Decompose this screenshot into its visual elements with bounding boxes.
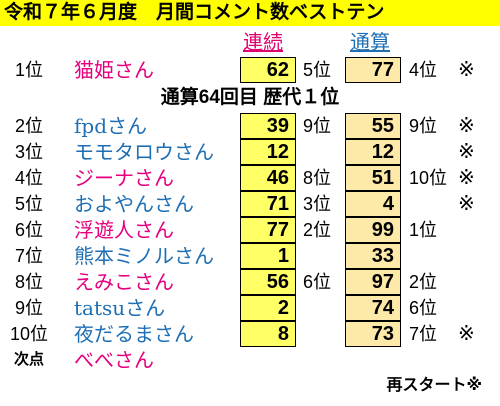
total-count: 97	[345, 269, 401, 295]
header-total: 通算	[350, 32, 390, 54]
table-row: 6位 浮遊人さん 77 2位 99 1位	[0, 217, 500, 243]
table-row: 1位 猫姫さん 62 5位 77 4位 ※	[0, 57, 500, 83]
consecutive-count: 12	[240, 139, 296, 165]
record-note: 通算64回目 歴代１位	[160, 87, 340, 108]
total-previous-rank: 10位	[409, 168, 448, 188]
table-row: 8位 えみこさん 56 6位 97 2位	[0, 269, 500, 295]
header-consecutive: 連続	[243, 32, 283, 54]
member-name: tatsuさん	[74, 296, 166, 320]
restart-mark: ※	[458, 141, 475, 163]
member-name: fpdさん	[74, 114, 148, 138]
table-row: 9位 tatsuさん 2 74 6位	[0, 295, 500, 321]
page-title: 令和７年６月度 月間コメント数ベストテン	[0, 0, 500, 26]
consecutive-count: 56	[240, 269, 296, 295]
consecutive-count: 1	[240, 243, 296, 269]
consecutive-count: 77	[240, 217, 296, 243]
total-count: 55	[345, 113, 401, 139]
rank-label: 1位	[14, 60, 43, 80]
member-name: 夜だるまさん	[74, 322, 194, 346]
member-name: ジーナさん	[74, 166, 174, 190]
consecutive-count: 8	[240, 321, 296, 347]
total-previous-rank: 1位	[409, 220, 438, 240]
total-count: 12	[345, 139, 401, 165]
member-name: およやんさん	[74, 192, 194, 216]
consecutive-previous-rank: 6位	[303, 272, 332, 292]
consecutive-count: 46	[240, 165, 296, 191]
total-count: 77	[345, 57, 401, 83]
table-row: 2位 fpdさん 39 9位 55 9位 ※	[0, 113, 500, 139]
total-count: 73	[345, 321, 401, 347]
consecutive-count: 39	[240, 113, 296, 139]
restart-mark: ※	[458, 193, 475, 215]
restart-mark: ※	[458, 59, 475, 81]
restart-mark: ※	[458, 167, 475, 189]
total-previous-rank: 4位	[409, 60, 438, 80]
rank-label: 2位	[14, 116, 43, 136]
runner-up-row: 次点 べべさん	[0, 347, 500, 373]
total-count: 33	[345, 243, 401, 269]
rank-label: 4位	[14, 168, 43, 188]
table-row: 7位 熊本ミノルさん 1 33	[0, 243, 500, 269]
member-name: 浮遊人さん	[74, 218, 174, 242]
consecutive-count: 62	[240, 57, 296, 83]
rank-label: 8位	[14, 272, 43, 292]
total-previous-rank: 7位	[409, 324, 438, 344]
table-row: 4位 ジーナさん 46 8位 51 10位 ※	[0, 165, 500, 191]
rank-label: 6位	[14, 220, 43, 240]
consecutive-previous-rank: 8位	[303, 168, 332, 188]
member-name: 熊本ミノルさん	[74, 244, 214, 268]
consecutive-count: 71	[240, 191, 296, 217]
consecutive-previous-rank: 2位	[303, 220, 332, 240]
consecutive-previous-rank: 3位	[303, 194, 332, 214]
table-row: 5位 およやんさん 71 3位 4 ※	[0, 191, 500, 217]
rank-label: 3位	[14, 142, 43, 162]
member-name: 猫姫さん	[74, 58, 154, 82]
restart-mark: ※	[458, 323, 475, 345]
consecutive-previous-rank: 5位	[303, 60, 332, 80]
total-count: 4	[345, 191, 401, 217]
table-row: 10位 夜だるまさん 8 73 7位 ※	[0, 321, 500, 347]
runner-up-name: べべさん	[74, 348, 154, 372]
total-previous-rank: 9位	[409, 116, 438, 136]
member-name: えみこさん	[74, 270, 174, 294]
runner-up-label: 次点	[13, 351, 44, 368]
rank-label: 5位	[14, 194, 43, 214]
total-count: 74	[345, 295, 401, 321]
rank-label: 7位	[14, 246, 43, 266]
restart-mark: ※	[458, 115, 475, 137]
total-previous-rank: 2位	[409, 272, 438, 292]
member-name: モモタロウさん	[74, 140, 214, 164]
consecutive-previous-rank: 9位	[303, 116, 332, 136]
footer-note: 再スタート※	[386, 377, 482, 394]
total-count: 99	[345, 217, 401, 243]
total-previous-rank: 6位	[409, 298, 438, 318]
total-count: 51	[345, 165, 401, 191]
rank-label: 9位	[14, 298, 43, 318]
table-row: 3位 モモタロウさん 12 12 ※	[0, 139, 500, 165]
consecutive-count: 2	[240, 295, 296, 321]
rank-label: 10位	[9, 324, 49, 344]
